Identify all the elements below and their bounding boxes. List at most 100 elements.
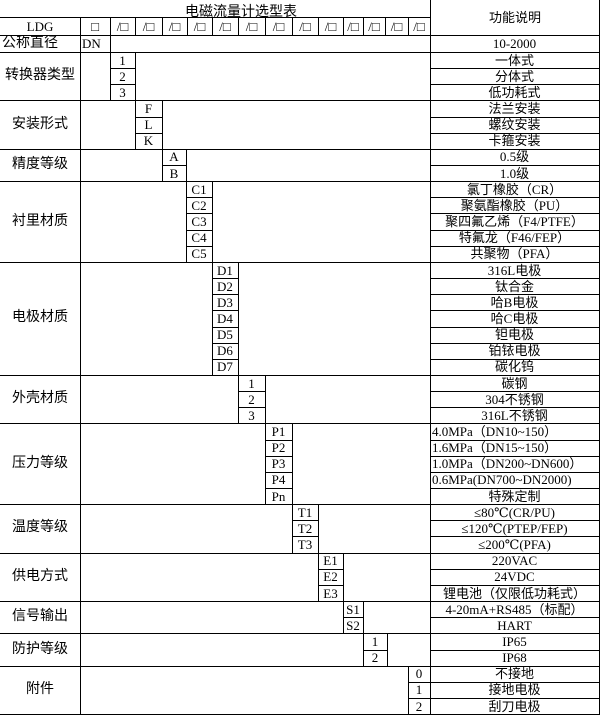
category-label: 供电方式 <box>0 552 81 603</box>
blank-right-cell <box>186 148 431 183</box>
option-code: 1 <box>110 52 136 70</box>
table-title: 电磁流量计选型表 <box>185 5 297 20</box>
option-code: E3 <box>318 584 344 603</box>
option-description: 特殊定制 <box>430 488 600 506</box>
option-description: 一体式 <box>430 52 600 70</box>
option-code: 3 <box>238 407 266 425</box>
category-label: 压力等级 <box>0 423 81 506</box>
blank-left-cell <box>80 665 409 716</box>
nominal-diameter-desc: 10-2000 <box>430 35 600 53</box>
option-code: D6 <box>212 342 239 360</box>
category-label: 衬里材质 <box>0 181 81 263</box>
code-box-cell: /□ <box>408 17 431 36</box>
category-label: 信号输出 <box>0 601 81 635</box>
nominal-diameter-code: DN <box>80 35 111 53</box>
option-code: B <box>162 165 187 183</box>
option-description: 316L不锈钢 <box>430 407 600 425</box>
blank-left-cell <box>80 633 364 667</box>
blank-right-cell <box>265 375 431 425</box>
code-box-cell: /□ <box>110 17 136 36</box>
option-code: C4 <box>186 229 213 247</box>
option-code: 1 <box>363 633 388 651</box>
blank-left-cell <box>80 261 213 376</box>
blank-right-cell <box>387 633 431 667</box>
desc-header: 功能说明 <box>430 0 600 36</box>
option-code: P4 <box>265 471 293 490</box>
option-code: E1 <box>318 552 344 570</box>
option-description: 螺纹安装 <box>430 116 600 134</box>
option-code: Pn <box>265 488 293 506</box>
option-code: C3 <box>186 213 213 231</box>
option-description: 碳钢 <box>430 375 600 393</box>
option-description: 220VAC <box>430 552 600 570</box>
option-description: 哈C电极 <box>430 310 600 328</box>
code-box-cell: /□ <box>238 17 266 36</box>
option-description: 1.0MPa（DN200~DN600） <box>430 455 600 473</box>
code-box-cell: /□ <box>343 17 364 36</box>
code-box-cell: /□ <box>187 17 213 36</box>
option-description: 不接地 <box>430 665 600 683</box>
category-label: 防护等级 <box>0 633 81 667</box>
nominal-diameter-label: 公称直径 <box>0 35 81 53</box>
option-code: D5 <box>212 326 239 344</box>
option-code: 0 <box>408 665 431 683</box>
category-label: 温度等级 <box>0 504 81 554</box>
option-description: 钛合金 <box>430 278 600 296</box>
category-label: 附件 <box>0 665 81 716</box>
option-description: 法兰安装 <box>430 100 600 118</box>
option-description: 304不锈钢 <box>430 391 600 409</box>
blank-right-cell <box>318 504 431 554</box>
option-code: T1 <box>292 504 319 522</box>
blank-left-cell <box>80 148 163 183</box>
option-code: T3 <box>292 536 319 554</box>
option-description: 1.0级 <box>430 165 600 183</box>
code-box-cell: /□ <box>162 17 188 36</box>
blank-right-cell <box>135 52 431 102</box>
category-label: 外壳材质 <box>0 375 81 425</box>
option-description: 特氟龙（F46/FEP） <box>430 229 600 247</box>
option-description: 聚氨酯橡胶（PU） <box>430 197 600 215</box>
category-label: 安装形式 <box>0 100 81 150</box>
option-code: D3 <box>212 294 239 312</box>
code-box-cell: /□ <box>135 17 163 36</box>
option-description: 共聚物（PFA） <box>430 245 600 263</box>
blank-left-cell <box>80 552 319 603</box>
code-box-cell: /□ <box>318 17 344 36</box>
option-code: C2 <box>186 197 213 215</box>
option-description: 卡箍安装 <box>430 132 600 150</box>
option-description: 钽电极 <box>430 326 600 344</box>
code-box-cell: /□ <box>363 17 386 36</box>
option-code: C5 <box>186 245 213 263</box>
blank-left-cell <box>80 375 239 425</box>
option-code: D4 <box>212 310 239 328</box>
option-description: 4-20mA+RS485（标配） <box>430 601 600 619</box>
category-label: 转换器类型 <box>0 52 81 102</box>
option-code: D1 <box>212 261 239 280</box>
option-description: ≤200℃(PFA) <box>430 536 600 554</box>
option-code: 2 <box>408 698 431 716</box>
option-description: 低功耗式 <box>430 84 600 102</box>
option-description: ≤80℃(CR/PU) <box>430 504 600 522</box>
blank-left-cell <box>80 423 266 506</box>
option-code: 1 <box>408 681 431 699</box>
category-label: 精度等级 <box>0 148 81 183</box>
option-code: P1 <box>265 423 293 441</box>
option-description: HART <box>430 617 600 635</box>
blank-right-cell <box>292 423 431 506</box>
option-description: 碳化钨 <box>430 358 600 376</box>
option-description: 刮刀电极 <box>430 698 600 716</box>
code-box-cell: /□ <box>292 17 319 36</box>
blank-right-cell <box>363 601 431 635</box>
option-description: 0.6MPa(DN700~DN2000) <box>430 471 600 490</box>
option-description: ≤120℃(PTEP/FEP) <box>430 520 600 538</box>
option-description: 氯丁橡胶（CR） <box>430 181 600 199</box>
option-code: S2 <box>343 617 364 635</box>
blank-left-cell <box>80 181 187 263</box>
option-description: 4.0MPa（DN10~150） <box>430 423 600 441</box>
option-description: 锂电池（仅限低功耗式） <box>430 584 600 603</box>
option-code: C1 <box>186 181 213 199</box>
option-code: E2 <box>318 568 344 586</box>
blank-left-cell <box>80 100 136 150</box>
option-code: D7 <box>212 358 239 376</box>
option-code: S1 <box>343 601 364 619</box>
